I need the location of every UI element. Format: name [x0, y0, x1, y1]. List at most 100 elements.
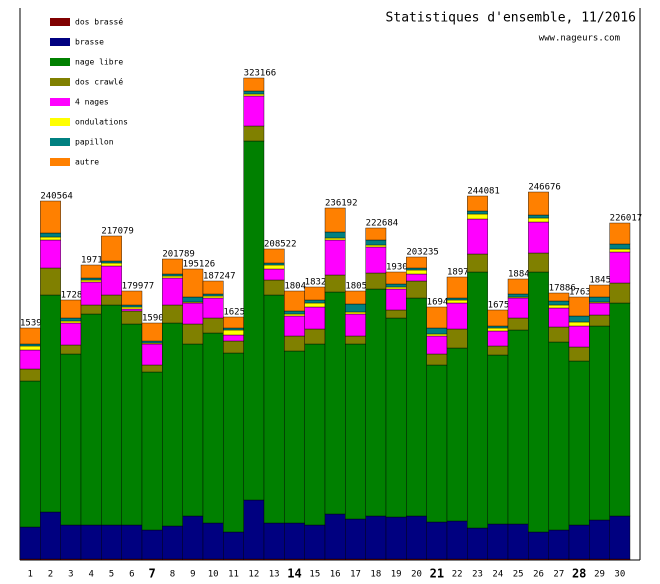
bar-segment: [182, 343, 204, 517]
bar-segment: [548, 300, 570, 306]
bar-segment: [528, 217, 549, 223]
chart-title: Statistiques d'ensemble, 11/2016: [386, 11, 636, 26]
bar-segment: [202, 297, 224, 319]
bar-segment: [243, 90, 265, 95]
bar-segment: [487, 523, 509, 560]
bar-segment: [528, 214, 549, 219]
bar-segment: [385, 309, 407, 319]
bar-segment: [589, 302, 610, 316]
x-tick-label: 1: [27, 570, 32, 580]
bar-segment: [162, 273, 183, 277]
bar-segment: [121, 323, 143, 526]
bar-segment: [243, 499, 265, 560]
bar-segment: [60, 353, 82, 526]
bar-segment: [548, 529, 570, 560]
bar-segment: [80, 279, 102, 283]
total-label: 246676: [528, 183, 561, 193]
total-label: 17886: [549, 284, 576, 294]
bar-segment: [467, 253, 488, 273]
bar-segment: [121, 310, 143, 325]
bar-segment: [385, 516, 407, 560]
bar-segment: [284, 315, 305, 337]
bar-segment: [426, 353, 448, 366]
bar-segment: [182, 515, 204, 560]
bar-segment: [101, 304, 122, 526]
bar-segment: [345, 518, 366, 560]
bar-segment: [345, 303, 366, 313]
x-tick-label: 24: [492, 570, 503, 580]
bar-segment: [528, 252, 549, 273]
x-tick-label: 16: [330, 570, 341, 580]
bar-segment: [80, 277, 102, 281]
legend-label: dos brassé: [75, 17, 123, 27]
bar-segment: [345, 335, 366, 345]
x-tick-label: 8: [170, 570, 175, 580]
legend-swatch: [50, 98, 70, 106]
bar-segment: [365, 246, 387, 274]
bar-segment: [568, 346, 590, 362]
bar-segment: [304, 286, 326, 301]
bar-segment: [446, 347, 468, 522]
bar-segment: [426, 333, 448, 337]
total-label: 1845: [589, 276, 611, 286]
bar-segment: [528, 531, 549, 560]
bar-segment: [487, 345, 509, 356]
bar-segment: [243, 93, 265, 97]
bar-segment: [284, 522, 305, 560]
bar-segment: [426, 306, 448, 329]
bar-segment: [324, 274, 346, 293]
bar-segment: [548, 341, 570, 531]
bar-segment: [548, 304, 570, 309]
bar-segment: [467, 218, 488, 255]
bar-segment: [60, 344, 82, 355]
bar-segment: [324, 207, 346, 233]
bar-segment: [19, 368, 41, 382]
bar-segment: [141, 322, 163, 342]
total-label: 323166: [244, 69, 277, 79]
bar-segment: [182, 323, 204, 345]
bar-segment: [507, 293, 529, 298]
legend-label: dos crawlé: [75, 77, 123, 87]
bar-segment: [487, 327, 509, 332]
bar-segment: [487, 309, 509, 327]
bar-segment: [304, 299, 326, 304]
bar-segment: [40, 294, 61, 513]
bar-segment: [528, 191, 549, 216]
bar-segment: [446, 276, 468, 299]
bar-segment: [304, 302, 326, 308]
legend-swatch: [50, 158, 70, 166]
bar-segment: [406, 515, 427, 560]
bar-segment: [345, 313, 366, 337]
x-tick-label: 25: [513, 570, 524, 580]
total-label: 236192: [325, 199, 358, 209]
bar-segment: [182, 302, 204, 325]
bar-segment: [202, 280, 224, 295]
total-label: 1884: [508, 270, 530, 280]
bar-segment: [40, 267, 61, 296]
bar-segment: [426, 364, 448, 523]
bar-segment: [528, 271, 549, 533]
bar-segment: [182, 268, 204, 298]
bar-segment: [101, 265, 122, 296]
total-label: 244081: [467, 187, 500, 197]
bar-segment: [365, 244, 387, 248]
bar-segment: [507, 329, 529, 525]
bar-segment: [263, 522, 285, 560]
bar-segment: [202, 295, 224, 299]
bar-segment: [568, 524, 590, 560]
bar-segment: [467, 213, 488, 220]
bar-segment: [80, 313, 102, 526]
bar-segment: [548, 307, 570, 328]
bar-segment: [40, 511, 61, 560]
bar-segment: [141, 529, 163, 560]
bar-segment: [284, 290, 305, 312]
total-label: 240564: [40, 192, 73, 202]
bar-segment: [568, 325, 590, 348]
bar-segment: [141, 340, 163, 344]
bar-segment: [385, 286, 407, 290]
bar-segment: [568, 321, 590, 327]
legend-swatch: [50, 38, 70, 46]
total-label: 222684: [366, 219, 399, 229]
bar-segment: [263, 248, 285, 264]
bar-segment: [40, 236, 61, 241]
